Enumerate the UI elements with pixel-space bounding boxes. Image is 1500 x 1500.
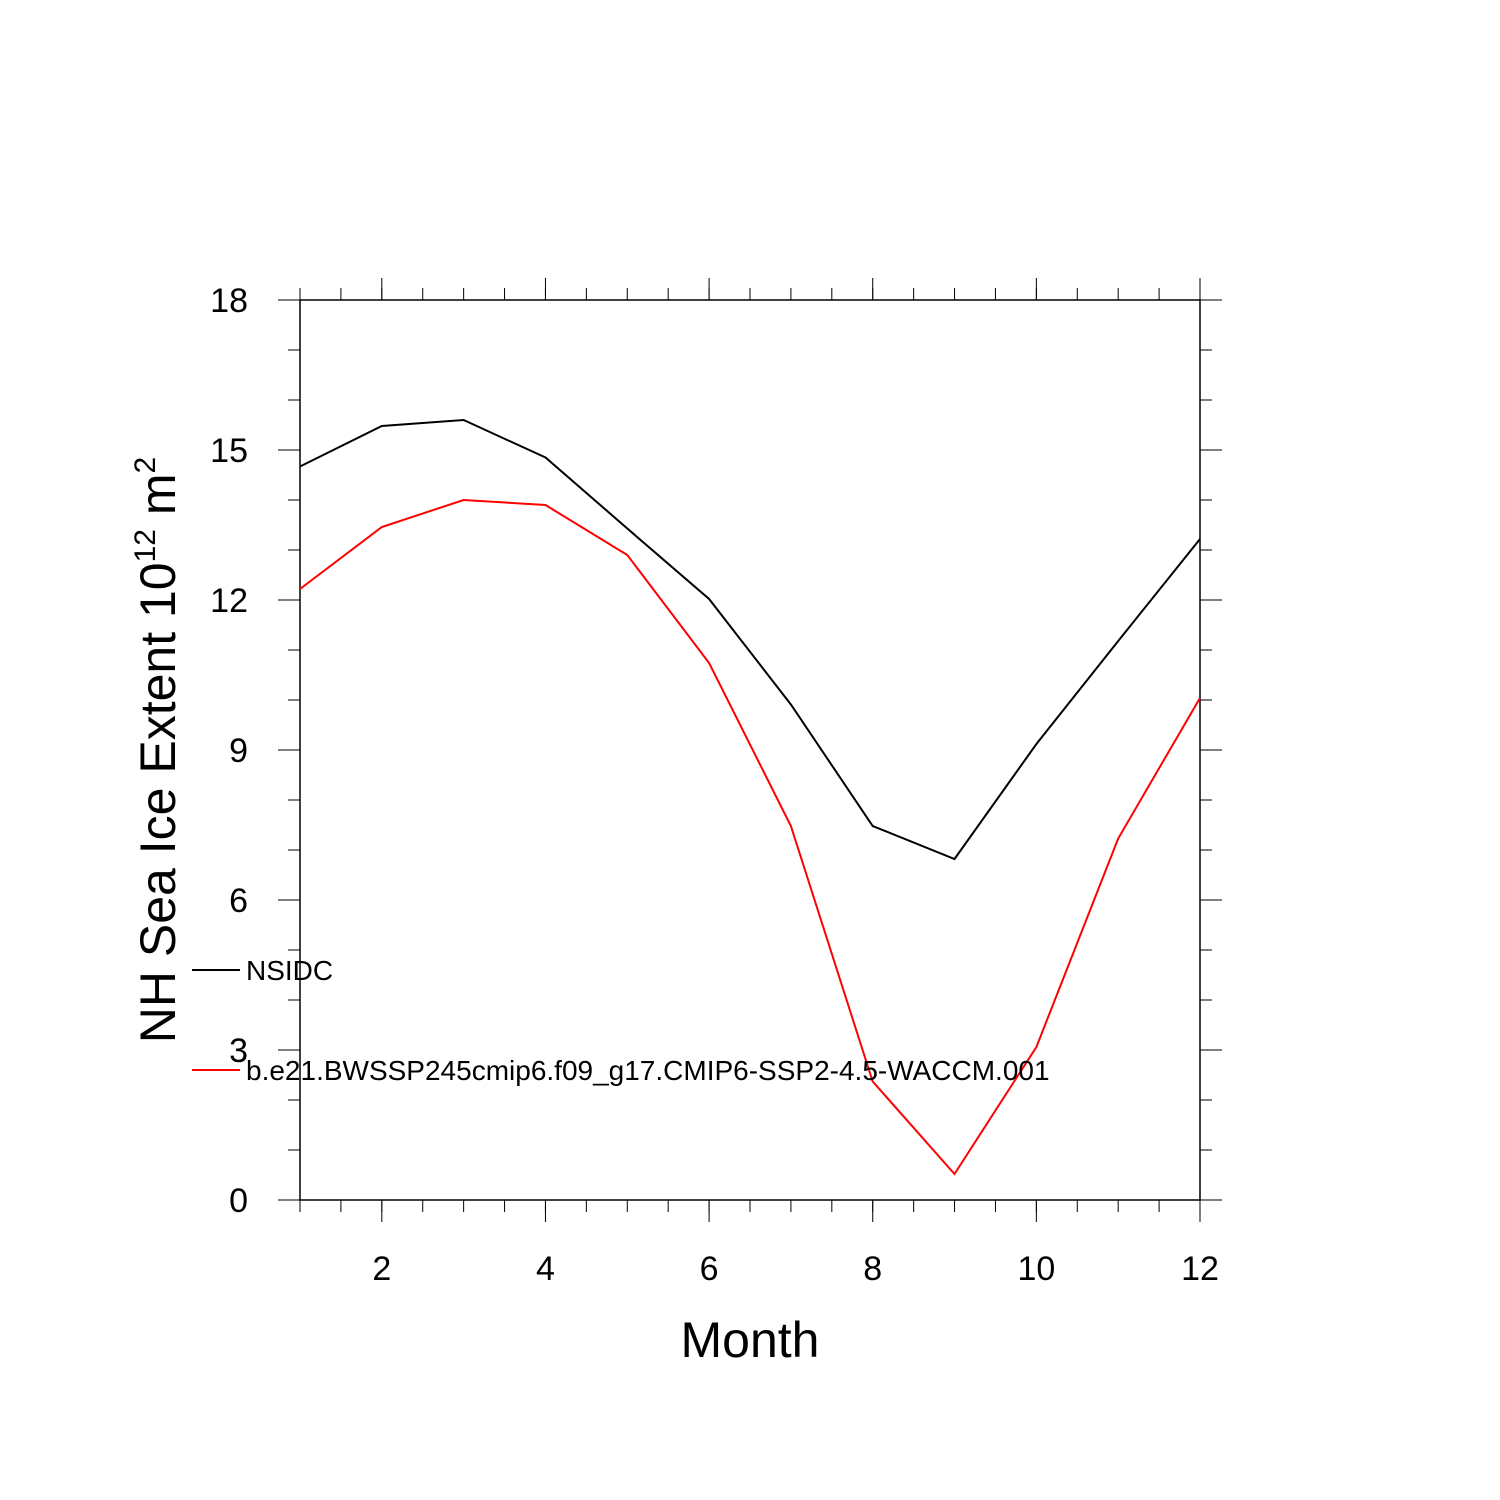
legend-label-nsidc: NSIDC — [246, 955, 333, 986]
y-tick-label: 6 — [229, 882, 248, 920]
x-tick-labels: 2 4 6 8 10 12 — [372, 1250, 1219, 1288]
x-tick-label: 6 — [700, 1250, 719, 1288]
x-axis-title: Month — [681, 1312, 820, 1368]
y-tick-labels: 0 3 6 9 12 15 18 — [210, 282, 248, 1220]
legend: NSIDC b.e21.BWSSP245cmip6.f09_g17.CMIP6-… — [192, 955, 1050, 1086]
legend-label-waccm: b.e21.BWSSP245cmip6.f09_g17.CMIP6-SSP2-4… — [246, 1055, 1050, 1086]
x-tick-label: 4 — [536, 1250, 555, 1288]
series-line-waccm — [299, 498, 1201, 1176]
series-line-nsidc — [299, 418, 1201, 861]
x-tick-label: 8 — [863, 1250, 882, 1288]
x-tick-label: 2 — [372, 1250, 391, 1288]
major-ticks — [278, 278, 1222, 1222]
y-tick-label: 9 — [229, 732, 248, 770]
y-axis-title-unit: m — [130, 473, 186, 529]
y-axis-title-unit-exponent: 2 — [129, 457, 162, 474]
y-tick-label: 15 — [210, 432, 248, 470]
y-tick-label: 18 — [210, 282, 248, 320]
x-tick-label: 10 — [1017, 1250, 1055, 1288]
y-axis-title-main: NH Sea Ice Extent 10 — [130, 562, 186, 1043]
y-axis-title-exponent: 12 — [129, 529, 162, 562]
y-tick-label: 0 — [229, 1182, 248, 1220]
plot-frame — [299, 299, 1201, 1201]
y-tick-label: 3 — [229, 1032, 248, 1070]
y-tick-label: 12 — [210, 582, 248, 620]
series-lines — [299, 418, 1201, 1176]
y-axis-title: NH Sea Ice Extent 1012 m2 — [129, 457, 186, 1043]
x-tick-label: 12 — [1181, 1250, 1219, 1288]
